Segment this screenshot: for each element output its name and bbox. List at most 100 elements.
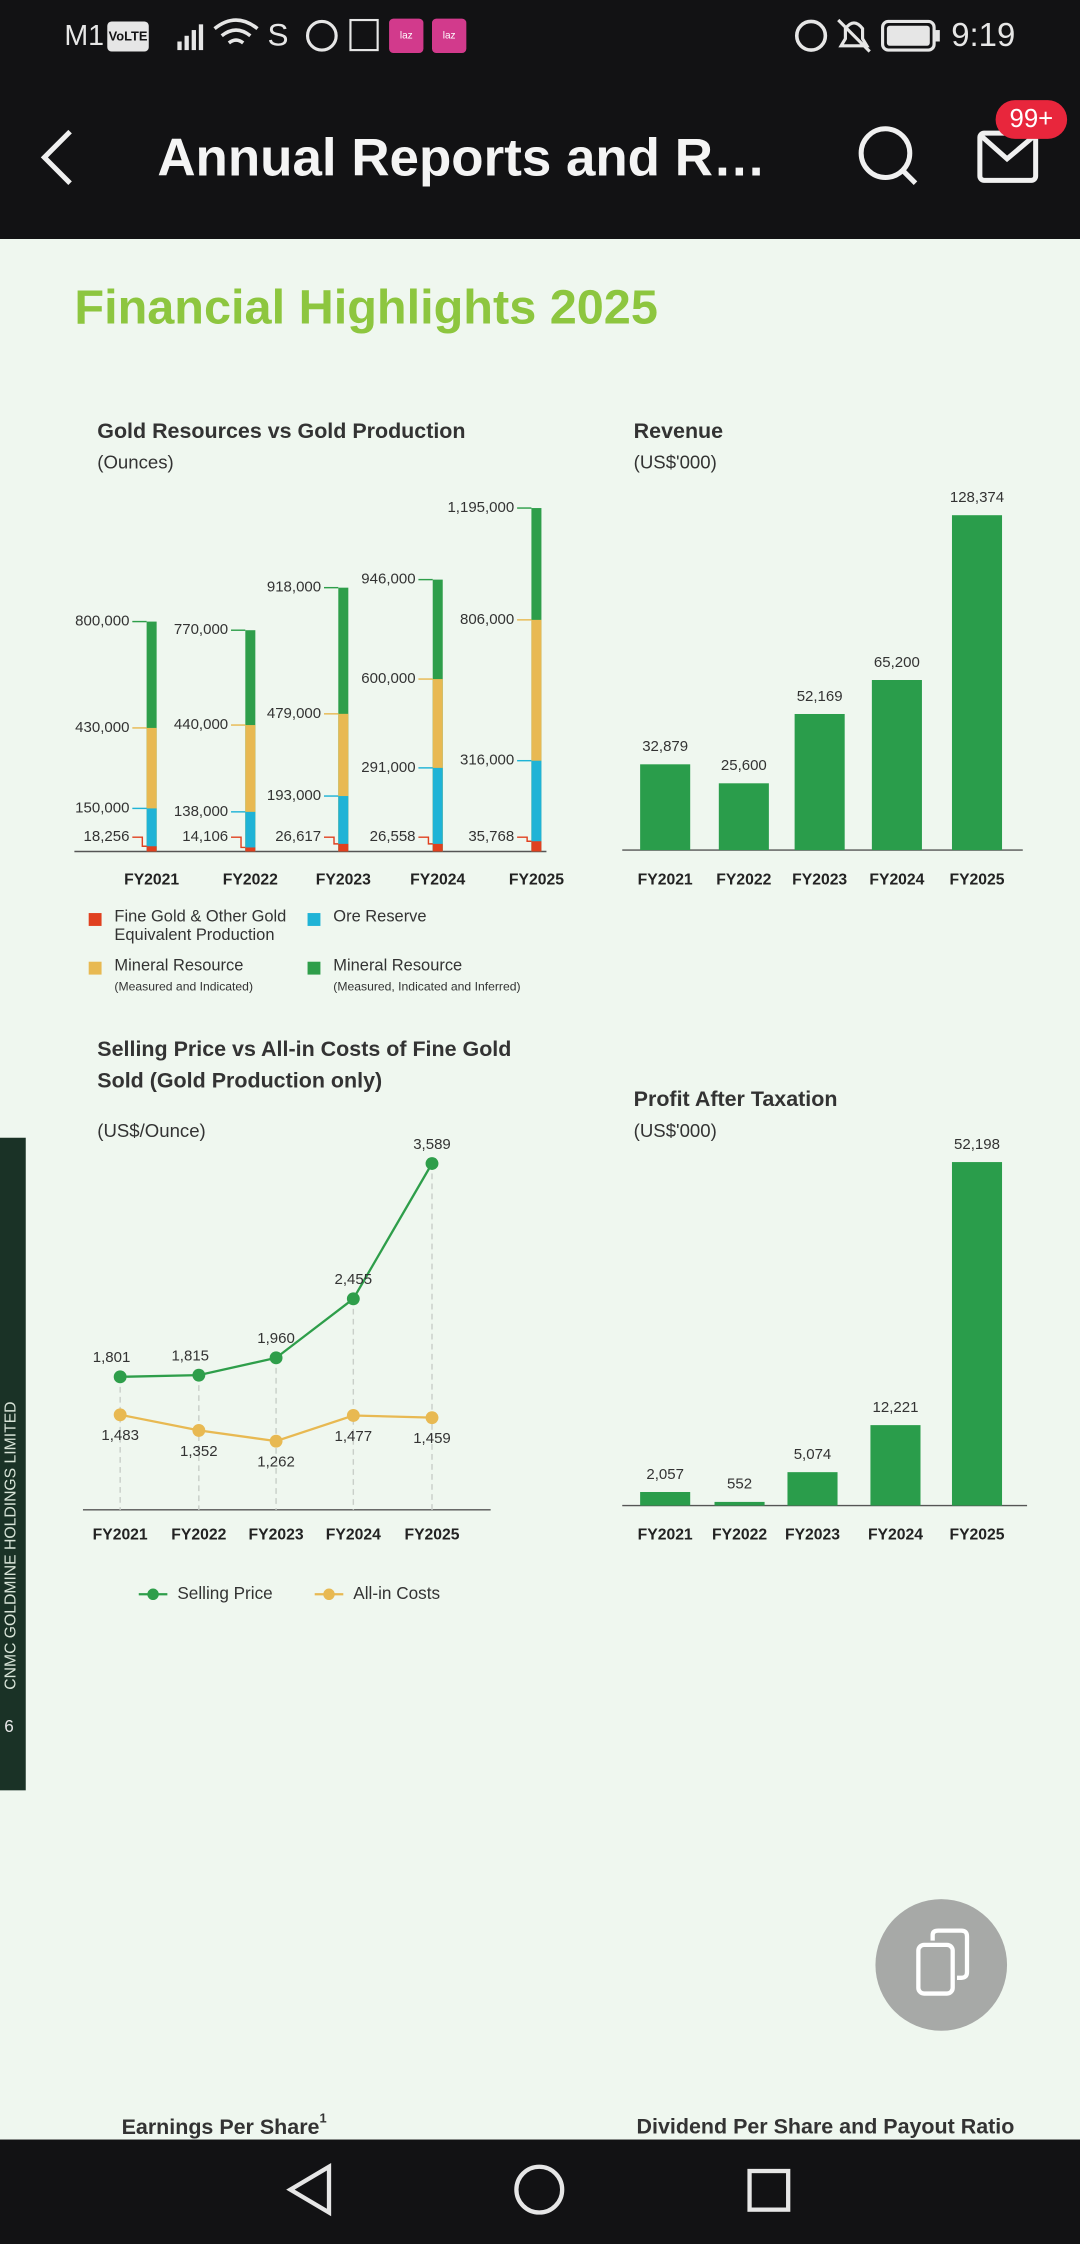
legend-qualifier-box: (Measured, Indicated and Inferred) xyxy=(333,978,521,994)
chart-subtitle: (US$'000) xyxy=(634,452,717,473)
value-label: 946,000 xyxy=(361,571,415,588)
value-label: 193,000 xyxy=(267,787,321,804)
value-label: 1,477 xyxy=(335,1428,373,1445)
nav-recents[interactable] xyxy=(747,2168,791,2212)
value-label: 600,000 xyxy=(361,670,415,687)
value-label: 138,000 xyxy=(174,803,228,820)
point xyxy=(192,1368,206,1382)
legend-label-box: Mineral Resource xyxy=(114,957,244,975)
point xyxy=(346,1409,360,1422)
bar xyxy=(245,847,256,852)
x-tick-label: FY2022 xyxy=(716,871,771,888)
nav-back[interactable] xyxy=(286,2162,332,2217)
header-title: Annual Reports and R… xyxy=(157,129,766,188)
point xyxy=(269,1351,283,1365)
bar xyxy=(245,811,256,852)
charts: Gold Resources vs Gold Production (Ounces… xyxy=(74,419,1028,1603)
nav-home[interactable] xyxy=(514,2164,565,2215)
page-number: 6 xyxy=(4,1716,14,1736)
mail-badge xyxy=(995,100,1068,139)
value-label: 52,169 xyxy=(797,688,843,705)
legend-label: Ore Reserve xyxy=(333,908,427,926)
chart-title-box: Selling Price vs All-in Costs of Fine Go… xyxy=(97,1037,512,1094)
chart-title: Profit After Taxation xyxy=(634,1087,838,1111)
x-tick-label: FY2025 xyxy=(404,1527,459,1544)
search-button[interactable] xyxy=(858,126,918,185)
bar xyxy=(338,843,349,852)
volte-badge xyxy=(107,21,149,52)
value-label: 3,589 xyxy=(413,1136,451,1153)
volte-label: VoLTE xyxy=(109,29,148,44)
wifi-icon xyxy=(213,18,259,45)
bar xyxy=(245,725,256,852)
value-label: 35,768 xyxy=(468,828,514,845)
value-label: 5,074 xyxy=(794,1446,832,1463)
bar xyxy=(951,1162,1003,1506)
x-tick-label: FY2025 xyxy=(949,871,1004,888)
legend-qualifier: (Measured, Indicated and Inferred) xyxy=(333,978,521,994)
mute-icon xyxy=(837,18,871,53)
leader-line xyxy=(517,836,532,842)
clock: 9:19 xyxy=(951,16,1015,53)
bar xyxy=(146,846,157,852)
value-label: 2,057 xyxy=(646,1466,684,1483)
chart-subtitle: (Ounces) xyxy=(97,452,173,473)
app-icon xyxy=(349,18,379,52)
value-label: 150,000 xyxy=(75,799,129,816)
legend-label: Mineral Resource xyxy=(114,957,244,975)
legend-marker xyxy=(323,1588,335,1600)
value-label: 25,600 xyxy=(721,757,767,774)
value-label: 1,262 xyxy=(257,1454,295,1471)
signal-icon xyxy=(177,24,204,51)
value-label: 26,617 xyxy=(275,828,321,845)
bar xyxy=(531,760,542,852)
value-label: 440,000 xyxy=(174,716,228,733)
legend-label: Mineral Resource xyxy=(333,957,463,975)
value-label: 14,106 xyxy=(182,828,228,845)
x-tick-label: FY2023 xyxy=(249,1527,304,1544)
value-label: 1,960 xyxy=(257,1330,295,1347)
value-label: 479,000 xyxy=(267,705,321,722)
value-label: 918,000 xyxy=(267,579,321,596)
laz-icon xyxy=(432,18,467,53)
x-tick-label: FY2024 xyxy=(410,871,465,888)
x-tick-label: FY2024 xyxy=(868,1527,923,1544)
floating-button[interactable] xyxy=(875,1899,1008,2031)
back-button[interactable] xyxy=(40,129,72,185)
legend-marker xyxy=(147,1588,159,1600)
battery-tip xyxy=(935,30,940,42)
legend-swatch xyxy=(307,961,321,975)
x-tick-label: FY2023 xyxy=(316,871,371,888)
x-tick-label: FY2022 xyxy=(223,871,278,888)
value-label: 18,256 xyxy=(84,828,130,845)
point xyxy=(269,1434,283,1448)
point xyxy=(113,1408,127,1422)
x-tick-label: FY2023 xyxy=(785,1527,840,1544)
point xyxy=(425,1411,439,1425)
legend-label-box: Mineral Resource xyxy=(333,957,463,975)
point xyxy=(346,1292,360,1306)
bar xyxy=(787,1472,838,1506)
laz-label: laz xyxy=(443,30,456,41)
bar xyxy=(338,713,349,852)
x-tick-label: FY2021 xyxy=(638,871,693,888)
bar xyxy=(531,619,542,852)
bar xyxy=(640,764,691,851)
chart-title: Selling Price vs All-in Costs of Fine Go… xyxy=(97,1037,512,1094)
battery-icon xyxy=(881,19,936,52)
bar xyxy=(794,713,845,851)
whatsapp-icon xyxy=(305,19,338,52)
legend-swatch xyxy=(307,913,321,926)
value-label: 128,374 xyxy=(950,489,1004,506)
app-letter: S xyxy=(267,18,288,53)
bar xyxy=(432,679,443,852)
legend-label: All-in Costs xyxy=(353,1583,440,1603)
x-tick-label: FY2021 xyxy=(638,1527,693,1544)
bar xyxy=(531,841,542,852)
legend-label-box: Ore Reserve xyxy=(333,908,427,926)
value-label: 430,000 xyxy=(75,719,129,736)
x-tick-label: FY2022 xyxy=(712,1527,767,1544)
laz-label: laz xyxy=(400,30,413,41)
leader-line xyxy=(418,836,433,845)
